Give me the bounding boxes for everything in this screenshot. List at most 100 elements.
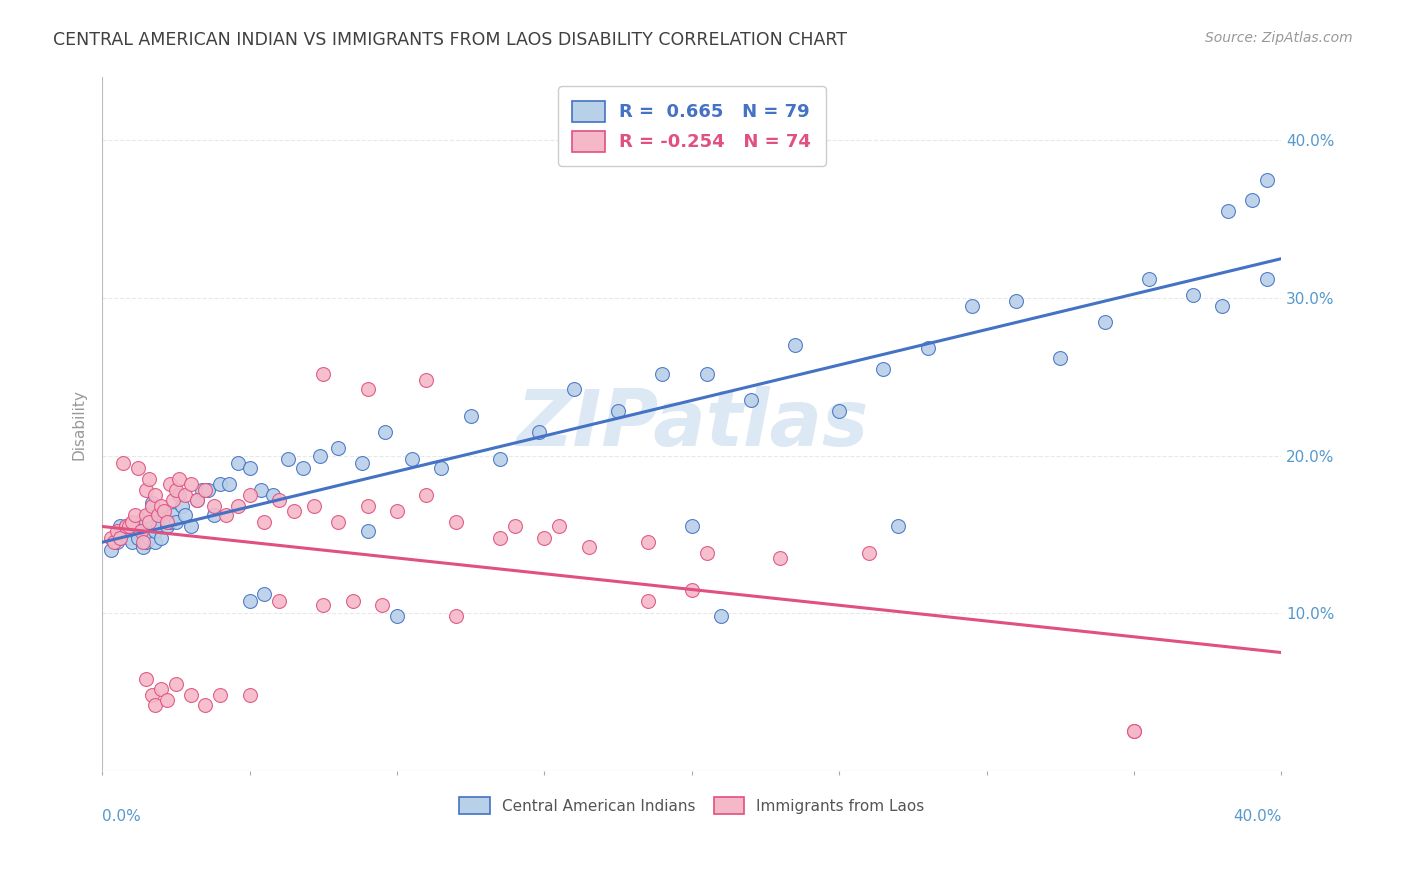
Point bbox=[162, 508, 184, 523]
Point bbox=[141, 688, 163, 702]
Point bbox=[769, 551, 792, 566]
Point bbox=[108, 531, 131, 545]
Y-axis label: Disability: Disability bbox=[72, 389, 86, 459]
Point bbox=[143, 535, 166, 549]
Point bbox=[415, 488, 437, 502]
Point bbox=[489, 531, 512, 545]
Point bbox=[150, 681, 173, 696]
Point bbox=[578, 540, 600, 554]
Point bbox=[1005, 294, 1028, 309]
Point bbox=[153, 508, 176, 523]
Point bbox=[132, 511, 155, 525]
Point bbox=[1123, 724, 1146, 739]
Text: Source: ZipAtlas.com: Source: ZipAtlas.com bbox=[1205, 31, 1353, 45]
Text: 40.0%: 40.0% bbox=[1233, 809, 1281, 824]
Point bbox=[124, 524, 146, 539]
Point bbox=[103, 535, 125, 549]
Point bbox=[740, 393, 762, 408]
Point bbox=[283, 504, 305, 518]
Point bbox=[262, 488, 284, 502]
Point bbox=[527, 425, 550, 439]
Point bbox=[121, 535, 143, 549]
Point bbox=[326, 441, 349, 455]
Point bbox=[132, 540, 155, 554]
Point bbox=[1211, 299, 1233, 313]
Point bbox=[1049, 351, 1071, 365]
Point bbox=[209, 477, 232, 491]
Point bbox=[1218, 204, 1240, 219]
Point bbox=[138, 531, 160, 545]
Point bbox=[159, 515, 181, 529]
Point bbox=[143, 488, 166, 502]
Point bbox=[239, 461, 262, 475]
Point bbox=[607, 404, 630, 418]
Point bbox=[460, 409, 482, 424]
Point bbox=[503, 519, 526, 533]
Point bbox=[1137, 272, 1160, 286]
Point bbox=[215, 508, 238, 523]
Point bbox=[1256, 173, 1278, 187]
Point bbox=[180, 519, 202, 533]
Point bbox=[141, 515, 163, 529]
Point bbox=[148, 519, 170, 533]
Point bbox=[385, 609, 408, 624]
Point bbox=[239, 688, 262, 702]
Point bbox=[489, 451, 512, 466]
Point bbox=[108, 519, 131, 533]
Point bbox=[194, 483, 217, 498]
Point bbox=[312, 599, 335, 613]
Point bbox=[637, 535, 659, 549]
Point bbox=[191, 483, 214, 498]
Text: ZIPatlas: ZIPatlas bbox=[516, 386, 868, 462]
Point bbox=[127, 461, 149, 475]
Point bbox=[887, 519, 910, 533]
Point bbox=[202, 499, 225, 513]
Point bbox=[173, 488, 195, 502]
Point bbox=[124, 508, 146, 523]
Point bbox=[304, 499, 326, 513]
Point bbox=[148, 508, 170, 523]
Point bbox=[277, 451, 299, 466]
Point bbox=[138, 515, 160, 529]
Point bbox=[129, 524, 152, 539]
Point bbox=[385, 504, 408, 518]
Point bbox=[267, 492, 290, 507]
Point bbox=[114, 519, 136, 533]
Point bbox=[143, 698, 166, 712]
Point bbox=[1181, 288, 1204, 302]
Point bbox=[872, 362, 894, 376]
Point bbox=[173, 508, 195, 523]
Point bbox=[681, 582, 703, 597]
Point bbox=[250, 483, 273, 498]
Point bbox=[681, 519, 703, 533]
Point bbox=[156, 693, 179, 707]
Point bbox=[111, 527, 134, 541]
Point bbox=[121, 515, 143, 529]
Point bbox=[100, 543, 122, 558]
Point bbox=[548, 519, 571, 533]
Point bbox=[350, 457, 373, 471]
Point bbox=[118, 519, 141, 533]
Point bbox=[253, 515, 276, 529]
Point bbox=[267, 593, 290, 607]
Point bbox=[170, 499, 193, 513]
Point bbox=[141, 496, 163, 510]
Point bbox=[165, 483, 187, 498]
Legend: Central American Indians, Immigrants from Laos: Central American Indians, Immigrants fro… bbox=[451, 789, 932, 822]
Point bbox=[132, 535, 155, 549]
Point bbox=[309, 449, 332, 463]
Point bbox=[291, 461, 314, 475]
Point bbox=[533, 531, 555, 545]
Point bbox=[105, 535, 128, 549]
Point bbox=[444, 515, 467, 529]
Point bbox=[374, 425, 396, 439]
Point bbox=[167, 488, 190, 502]
Point bbox=[356, 383, 378, 397]
Point bbox=[100, 531, 122, 545]
Point bbox=[1123, 724, 1146, 739]
Point bbox=[186, 492, 208, 507]
Point bbox=[135, 535, 157, 549]
Point bbox=[356, 499, 378, 513]
Point bbox=[828, 404, 851, 418]
Point bbox=[218, 477, 240, 491]
